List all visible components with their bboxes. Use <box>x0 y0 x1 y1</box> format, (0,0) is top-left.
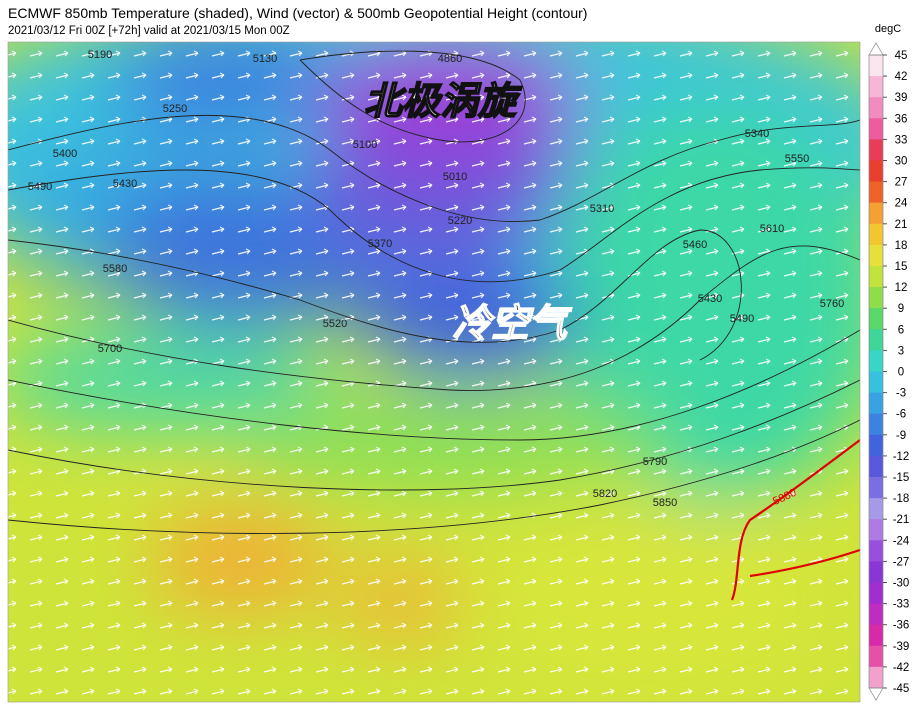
contour-label: 5580 <box>103 263 127 275</box>
colorbar-tick-label: -39 <box>893 641 910 653</box>
colorbar-tick-label: 9 <box>898 303 904 315</box>
contour-label: 5130 <box>253 53 277 65</box>
colorbar-tick-label: 45 <box>895 50 908 62</box>
colorbar-segment <box>869 118 883 140</box>
colorbar-segment <box>869 139 883 161</box>
colorbar-unit: degC <box>875 23 901 35</box>
colorbar-segment <box>869 434 883 457</box>
colorbar-tick-label: -6 <box>896 409 906 421</box>
colorbar-tick-label: -27 <box>893 556 910 568</box>
colorbar-segment <box>869 350 883 372</box>
contour-label: 5700 <box>98 343 122 355</box>
colorbar-tick-label: 12 <box>895 282 908 294</box>
contour-label: 5760 <box>820 298 844 310</box>
colorbar-tick-label: -30 <box>893 578 910 590</box>
contour-label: 5490 <box>730 313 754 325</box>
colorbar-tick-label: -36 <box>893 620 910 632</box>
colorbar-segment <box>869 308 883 330</box>
colorbar-segment <box>869 287 883 309</box>
colorbar-tick-label: -9 <box>896 430 906 442</box>
colorbar-tick-label: 21 <box>895 219 908 231</box>
subtitle: 2021/03/12 Fri 00Z [+72h] valid at 2021/… <box>8 25 290 37</box>
contour-label: 5460 <box>683 239 707 251</box>
colorbar-tick-label: -45 <box>893 683 910 695</box>
colorbar-tick-label: 30 <box>895 156 908 168</box>
colorbar-tick-label: -3 <box>896 388 906 400</box>
colorbar-tick-label: -21 <box>893 514 910 526</box>
colorbar-tick-label: 3 <box>898 345 904 357</box>
contour-label: 5610 <box>760 223 784 235</box>
colorbar-segment <box>869 561 883 583</box>
colorbar-segment <box>869 244 883 267</box>
highlight-contour-line <box>730 439 860 601</box>
colorbar-segment <box>869 477 883 499</box>
colorbar-segment <box>869 181 883 204</box>
contour-label: 5430 <box>698 293 722 305</box>
colorbar-segment <box>869 603 883 626</box>
annotation: 冷空气 <box>453 303 572 345</box>
contour-label: 5850 <box>653 497 677 509</box>
colorbar-segment <box>869 223 883 246</box>
contour-label: 5550 <box>785 153 809 165</box>
colorbar-tick-label: -42 <box>893 662 910 674</box>
colorbar-segment <box>869 371 883 394</box>
contour-label: 5820 <box>593 488 617 500</box>
colorbar-segment <box>869 97 883 119</box>
colorbar-segment <box>869 666 883 689</box>
annotation: 北极涡旋 <box>364 81 522 123</box>
map-frame <box>7 41 861 703</box>
contour-label: 5400 <box>53 148 77 160</box>
colorbar-segment <box>869 582 883 605</box>
contours <box>8 50 860 534</box>
title: ECMWF 850mb Temperature (shaded), Wind (… <box>8 5 587 21</box>
colorbar-segment <box>869 392 883 415</box>
contour-label: 5190 <box>88 49 112 61</box>
colorbar-tick-label: 18 <box>895 240 908 252</box>
colorbar-tick-label: -24 <box>893 535 910 547</box>
colorbar-tick-label: 39 <box>895 92 908 104</box>
colorbar-segment <box>869 498 883 520</box>
contour-label: 5100 <box>353 139 377 151</box>
contour-label: 5340 <box>745 128 769 140</box>
colorbar-tick-label: 36 <box>895 113 908 125</box>
colorbar-segment <box>869 266 883 288</box>
colorbar-tick-label: 6 <box>898 324 904 336</box>
contour-label: 5310 <box>590 203 614 215</box>
colorbar-tick-label: 15 <box>895 261 908 273</box>
colorbar-segment <box>869 413 883 436</box>
contour-label: 5790 <box>643 456 667 468</box>
colorbar-segment <box>869 160 883 183</box>
contour-label: 5370 <box>368 238 392 250</box>
colorbar-tick-label: 42 <box>895 71 908 83</box>
colorbar-tick-label: 33 <box>895 134 908 146</box>
colorbar-segment <box>869 455 883 478</box>
colorbar-tick-label: 27 <box>895 177 908 189</box>
colorbar-tick-label: -12 <box>893 451 910 463</box>
colorbar-segment <box>869 540 883 562</box>
colorbar-tick-label: 0 <box>898 367 904 379</box>
colorbar-segment <box>869 55 883 77</box>
contour-label: 5220 <box>448 215 472 227</box>
contour-label: 5520 <box>323 318 347 330</box>
colorbar-tick-label: 24 <box>895 198 908 210</box>
colorbar-segment <box>869 329 883 351</box>
colorbar-segment <box>869 202 883 225</box>
contour-label: 5490 <box>28 181 52 193</box>
colorbar-segment <box>869 624 883 647</box>
colorbar-tick-label: -33 <box>893 599 910 611</box>
contour-label: 5430 <box>113 178 137 190</box>
colorbar: 4542393633302724211815129630-3-6-9-12-15… <box>868 42 910 701</box>
colorbar-end <box>868 687 884 701</box>
colorbar-segment <box>869 519 883 541</box>
colorbar-tick-label: -18 <box>893 493 910 505</box>
contour-label: 5250 <box>163 103 187 115</box>
colorbar-end <box>868 42 884 56</box>
colorbar-segment <box>869 645 883 668</box>
contour-label: 4860 <box>438 53 462 65</box>
colorbar-segment <box>869 76 883 98</box>
colorbar-tick-label: -15 <box>893 472 910 484</box>
contour-label: 5010 <box>443 171 467 183</box>
